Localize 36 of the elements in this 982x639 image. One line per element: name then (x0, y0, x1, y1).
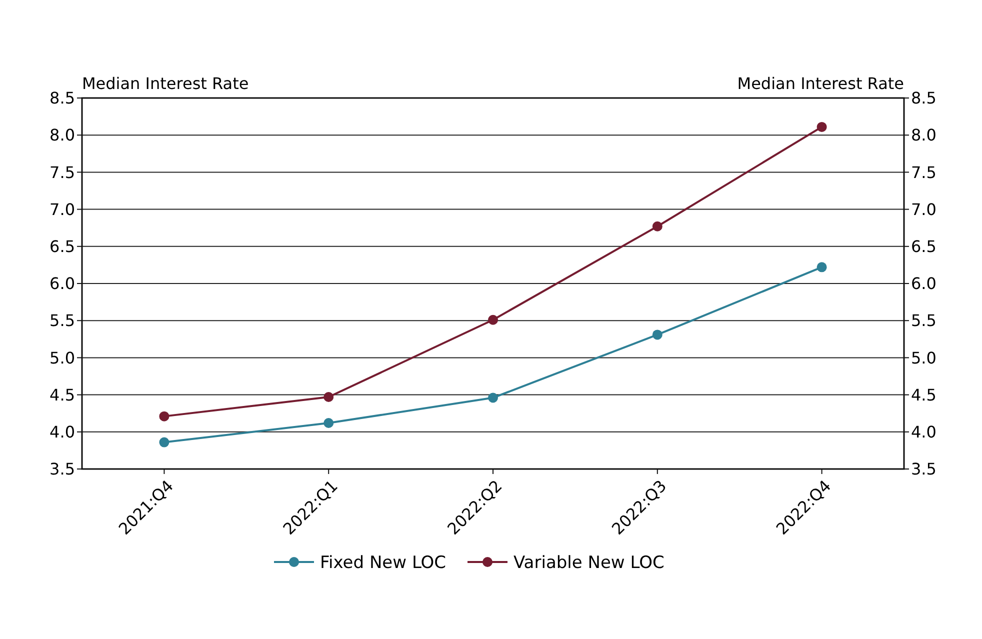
y2-tick-label: 7.0 (911, 200, 936, 219)
legend-label: Fixed New LOC (320, 552, 446, 573)
point (652, 330, 662, 340)
y-tick-label: 5.5 (50, 311, 75, 330)
y-tick-label: 4.0 (50, 422, 75, 442)
y-tick-label: 4.5 (50, 385, 75, 404)
y-tick-label: 7.5 (50, 162, 75, 182)
point (159, 411, 170, 422)
point (159, 437, 170, 448)
legend-label: Variable New LOC (514, 552, 664, 573)
point (816, 262, 827, 272)
y2-tick-label: 5.5 (911, 311, 936, 330)
y2-tick-label: 8.5 (911, 88, 936, 108)
y2-tick-label: 4.5 (911, 385, 936, 404)
y-tick-label: 8.5 (50, 88, 75, 108)
y-tick-label: 7.0 (50, 200, 75, 219)
y2-tick-label: 5.0 (911, 348, 936, 368)
point (324, 418, 334, 428)
y-tick-label: 8.0 (50, 126, 75, 145)
y2-tick-label: 6.0 (911, 274, 936, 294)
y-tick-label: 6.5 (50, 237, 75, 256)
y-tick-label: 5.0 (50, 348, 75, 368)
y2-tick-label: 7.5 (911, 162, 936, 182)
y-axis-title: Median Interest Rate (82, 74, 249, 93)
point (816, 122, 827, 132)
y2-tick-label: 6.5 (911, 237, 936, 256)
point (488, 314, 498, 325)
y-tick-label: 3.5 (50, 460, 75, 479)
y2-tick-label: 8.0 (911, 126, 936, 145)
point (652, 221, 662, 232)
y-tick-label: 6.0 (50, 274, 75, 294)
y2-axis-title: Median Interest Rate (737, 74, 904, 93)
y2-tick-label: 4.0 (911, 422, 936, 442)
point (488, 392, 498, 403)
point (324, 392, 334, 402)
y2-tick-label: 3.5 (911, 460, 936, 479)
